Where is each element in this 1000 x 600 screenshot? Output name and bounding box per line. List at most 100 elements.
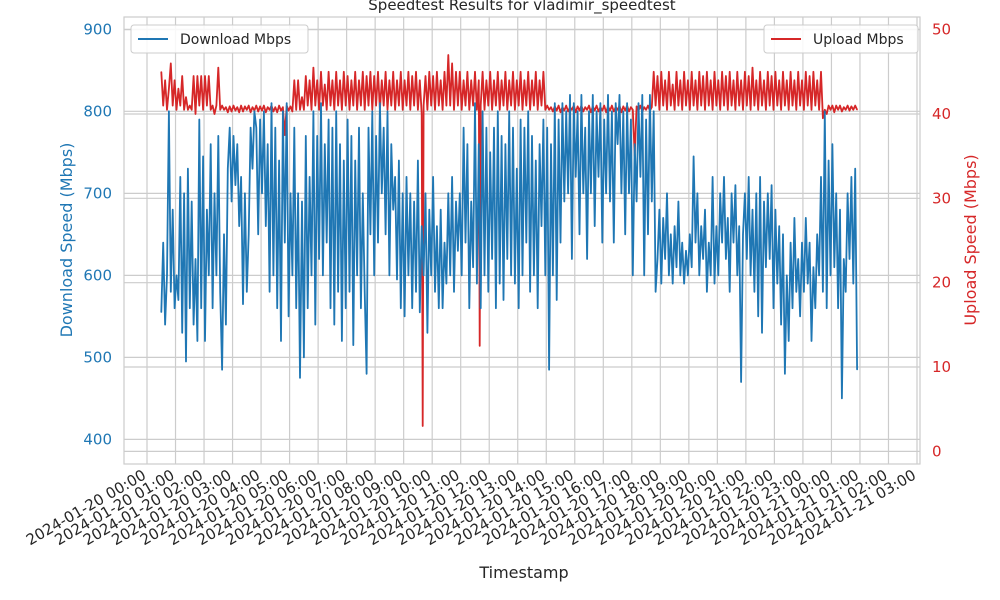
data-point [552, 274, 554, 276]
data-point [295, 307, 297, 309]
data-point [685, 104, 687, 107]
data-point [683, 71, 685, 73]
data-point [181, 75, 183, 77]
data-point [377, 71, 379, 73]
data-point [810, 340, 813, 342]
data-point [392, 209, 394, 211]
data-point [818, 274, 820, 276]
data-point [318, 258, 320, 260]
data-point [417, 159, 419, 162]
data-point [719, 109, 721, 111]
data-point [795, 109, 797, 111]
data-point [267, 143, 269, 145]
data-point [181, 332, 183, 334]
data-point [765, 266, 767, 268]
data-point [495, 104, 497, 107]
data-point [753, 104, 756, 107]
data-point [272, 110, 275, 113]
data-point [763, 200, 765, 203]
data-point [681, 109, 683, 111]
data-point [284, 134, 286, 136]
data-point [713, 71, 716, 73]
download-series [160, 94, 858, 400]
data-point [653, 71, 655, 73]
data-point [251, 106, 254, 108]
data-point [837, 307, 839, 309]
data-point [170, 62, 172, 64]
data-point [523, 79, 525, 81]
data-point [609, 110, 611, 112]
data-point [573, 102, 575, 104]
data-point [173, 79, 176, 81]
data-point [597, 110, 600, 113]
data-point [725, 75, 727, 77]
data-point [430, 104, 432, 107]
data-point [466, 71, 468, 73]
data-point [500, 79, 503, 81]
data-point [592, 94, 594, 96]
data-point [654, 104, 657, 107]
data-point [411, 75, 413, 77]
data-point [255, 127, 257, 129]
data-point [314, 323, 316, 326]
data-point [622, 105, 624, 107]
data-point [748, 75, 750, 77]
data-point [833, 266, 835, 268]
data-point [596, 110, 598, 112]
data-point [263, 104, 265, 107]
data-point [647, 104, 649, 107]
legend-upload: Upload Mbps [763, 24, 919, 54]
data-point [221, 369, 223, 371]
data-point [424, 192, 427, 194]
data-point [812, 266, 814, 268]
data-point [303, 109, 305, 111]
data-point [624, 110, 626, 112]
data-point [215, 274, 217, 276]
data-point [362, 192, 364, 194]
data-point [628, 192, 630, 194]
data-point [335, 71, 337, 73]
data-point [280, 110, 282, 112]
data-point [422, 425, 424, 427]
data-point [200, 307, 202, 309]
left-tick-label: 700 [83, 184, 112, 202]
data-point [234, 184, 237, 186]
data-point [288, 110, 290, 112]
data-point [710, 79, 712, 81]
data-point [590, 192, 592, 194]
data-point [632, 109, 634, 111]
data-point [675, 71, 678, 73]
data-point [206, 209, 208, 211]
data-point [738, 104, 740, 107]
data-point [807, 104, 809, 107]
data-point [360, 104, 362, 107]
data-point [620, 111, 622, 113]
data-point [194, 113, 197, 115]
data-point [816, 79, 818, 81]
data-point [308, 176, 311, 178]
data-point [407, 71, 410, 73]
data-point [493, 127, 495, 129]
data-point [605, 111, 607, 113]
data-point [824, 109, 826, 111]
data-point [788, 109, 790, 111]
data-point [601, 110, 603, 112]
data-point [428, 71, 430, 73]
data-point [731, 192, 733, 194]
data-point [660, 282, 662, 285]
data-point [856, 109, 858, 111]
data-point [635, 105, 638, 107]
data-point [647, 233, 649, 235]
data-point [797, 258, 799, 260]
data-point [234, 110, 237, 112]
data-point [611, 110, 613, 112]
data-point [658, 109, 660, 111]
data-point [751, 209, 754, 211]
data-point [565, 110, 567, 112]
data-point [594, 110, 596, 112]
data-point [575, 111, 577, 113]
data-point [529, 291, 531, 293]
data-point [826, 307, 828, 309]
